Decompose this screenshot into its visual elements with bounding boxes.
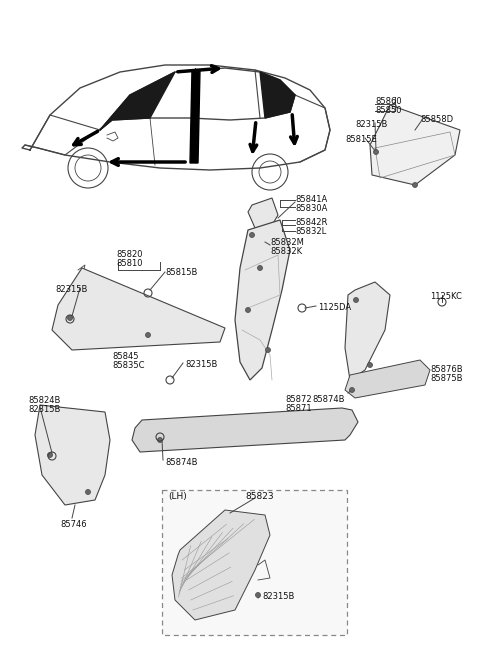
- Text: 85850: 85850: [375, 106, 401, 115]
- Text: 85832L: 85832L: [295, 227, 326, 236]
- Text: 85810: 85810: [117, 259, 143, 268]
- Text: 1125DA: 1125DA: [318, 303, 351, 312]
- Text: 85858D: 85858D: [420, 115, 453, 124]
- Text: 85815B: 85815B: [165, 268, 197, 277]
- Polygon shape: [52, 268, 225, 350]
- Circle shape: [250, 232, 254, 237]
- Text: 85746: 85746: [60, 520, 86, 529]
- Text: 85835C: 85835C: [112, 361, 144, 370]
- Circle shape: [349, 388, 355, 393]
- Text: 82315B: 82315B: [28, 405, 60, 414]
- Circle shape: [412, 182, 418, 188]
- Polygon shape: [35, 405, 110, 505]
- Polygon shape: [260, 72, 295, 118]
- Circle shape: [255, 593, 261, 597]
- Polygon shape: [132, 408, 358, 452]
- Text: (LH): (LH): [168, 492, 187, 501]
- Text: 85871: 85871: [285, 404, 312, 413]
- Circle shape: [265, 347, 271, 353]
- Circle shape: [245, 307, 251, 313]
- Text: 85815E: 85815E: [345, 135, 377, 144]
- Text: 85875B: 85875B: [430, 374, 463, 383]
- Circle shape: [85, 490, 91, 494]
- Polygon shape: [248, 198, 278, 232]
- Text: 85872: 85872: [285, 395, 312, 404]
- Polygon shape: [370, 105, 460, 185]
- Polygon shape: [100, 72, 175, 130]
- Circle shape: [48, 452, 52, 457]
- Text: 82315B: 82315B: [55, 285, 87, 294]
- Text: 1125KC: 1125KC: [430, 292, 462, 301]
- Circle shape: [368, 362, 372, 367]
- Text: 85841A: 85841A: [295, 195, 327, 204]
- FancyBboxPatch shape: [162, 490, 347, 635]
- Text: 85823: 85823: [245, 492, 274, 501]
- Text: 82315B: 82315B: [262, 592, 294, 601]
- Circle shape: [68, 316, 72, 320]
- Text: 82315B: 82315B: [185, 360, 217, 369]
- Text: 85845: 85845: [112, 352, 139, 361]
- Text: 85876B: 85876B: [430, 365, 463, 374]
- Circle shape: [353, 298, 359, 303]
- Circle shape: [257, 265, 263, 270]
- Polygon shape: [172, 510, 270, 620]
- Text: 85842R: 85842R: [295, 218, 327, 227]
- Text: 85874B: 85874B: [312, 395, 345, 404]
- Polygon shape: [345, 360, 430, 398]
- Polygon shape: [235, 220, 290, 380]
- Text: 85874B: 85874B: [165, 458, 197, 467]
- Text: 85832K: 85832K: [270, 247, 302, 256]
- Circle shape: [373, 149, 379, 155]
- Text: 85820: 85820: [117, 250, 143, 259]
- Polygon shape: [190, 70, 200, 163]
- Text: 85824B: 85824B: [28, 396, 60, 405]
- Text: 82315B: 82315B: [355, 120, 387, 129]
- Text: 85832M: 85832M: [270, 238, 304, 247]
- Text: 85830A: 85830A: [295, 204, 327, 213]
- Circle shape: [157, 437, 163, 443]
- Circle shape: [145, 333, 151, 338]
- Text: 85860: 85860: [375, 97, 402, 106]
- Polygon shape: [345, 282, 390, 380]
